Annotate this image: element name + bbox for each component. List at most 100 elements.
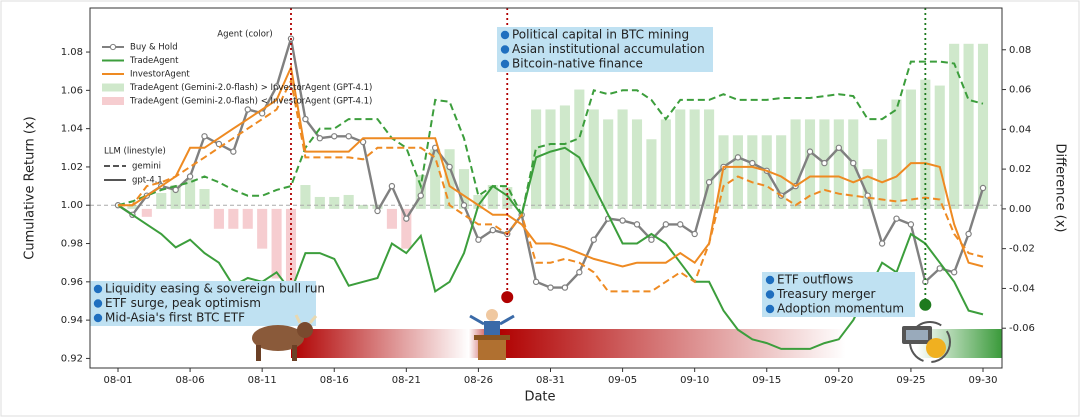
- bar: [487, 185, 498, 209]
- y-tick-label: 0.98: [61, 239, 83, 250]
- event-text: Treasury merger: [776, 287, 875, 301]
- y-tick-label: 1.02: [61, 162, 83, 173]
- event-text: Liquidity easing & sovereign bull run: [105, 282, 325, 296]
- bar: [631, 119, 643, 209]
- bar: [185, 179, 196, 209]
- series-marker: [403, 215, 410, 222]
- series-marker: [417, 192, 424, 199]
- series-marker: [907, 221, 915, 228]
- bar: [977, 43, 989, 209]
- bar: [617, 109, 628, 209]
- series-marker: [273, 83, 280, 90]
- bar: [790, 119, 801, 209]
- y-tick-label: 1.00: [61, 200, 83, 211]
- event-text: Political capital in BTC mining: [512, 28, 689, 42]
- bar: [559, 105, 570, 209]
- y2-tick-label: 0.04: [1009, 124, 1031, 135]
- legend-label: TradeAgent (Gemini-2.0-flash) < Investor…: [129, 97, 372, 107]
- bar: [444, 149, 455, 209]
- y-tick-label: 0.94: [61, 315, 83, 326]
- series-marker: [705, 179, 713, 186]
- series-marker: [979, 184, 987, 192]
- series-marker: [677, 221, 684, 228]
- y2-tick-label: 0.08: [1009, 45, 1031, 56]
- bar: [862, 169, 873, 209]
- y-tick-label: 1.06: [61, 85, 83, 96]
- series-marker: [230, 148, 237, 155]
- series-marker: [331, 133, 338, 140]
- series-marker: [374, 207, 381, 215]
- series-marker: [590, 236, 597, 243]
- series-marker: [821, 159, 828, 167]
- series-marker: [576, 269, 583, 276]
- x-tick-label: 08-06: [176, 375, 205, 386]
- legend-swatch: [102, 83, 124, 92]
- bar: [430, 149, 441, 209]
- series-marker: [662, 221, 670, 228]
- x-axis-label: Date: [524, 390, 555, 405]
- x-tick-label: 09-25: [896, 375, 925, 386]
- legend-label: gemini: [132, 162, 161, 172]
- x-tick-label: 09-30: [968, 375, 997, 386]
- bar: [963, 43, 974, 209]
- bar: [170, 185, 181, 209]
- event-bullet: [93, 313, 103, 323]
- x-tick-label: 08-31: [536, 375, 565, 386]
- series-marker: [532, 278, 540, 286]
- event-text: Adoption momentum: [777, 302, 904, 316]
- series-line: [118, 77, 984, 293]
- legend-label: Buy & Hold: [130, 43, 178, 53]
- bar: [228, 208, 239, 229]
- bar: [776, 135, 787, 209]
- x-tick-label: 09-10: [680, 375, 709, 386]
- y2-tick-label: -0.06: [1009, 323, 1035, 334]
- y-tick-label: 1.08: [61, 47, 83, 58]
- bar: [689, 109, 700, 209]
- series-marker: [460, 202, 468, 209]
- event-box: [90, 281, 316, 326]
- bar: [660, 119, 671, 209]
- bar: [646, 139, 657, 209]
- series-marker: [619, 217, 626, 224]
- bar: [473, 194, 484, 209]
- event-bullet: [765, 290, 775, 299]
- x-tick-label: 08-21: [392, 375, 421, 386]
- legend-label: TradeAgent (Gemini-2.0-flash) > Investor…: [129, 83, 372, 93]
- event-text: Mid-Asia's first BTC ETF: [105, 311, 245, 325]
- bar: [314, 196, 325, 209]
- series-marker: [345, 133, 352, 140]
- event-text: ETF surge, peak optimism: [105, 296, 261, 310]
- bull-icon: [252, 314, 318, 361]
- series-marker: [893, 215, 900, 222]
- legend-label: InvestorAgent: [130, 70, 190, 80]
- y2-tick-label: 0.06: [1009, 85, 1031, 96]
- bar: [905, 89, 916, 209]
- series-marker: [878, 240, 886, 247]
- legend-marker: [109, 43, 117, 51]
- series-marker: [316, 135, 324, 142]
- series-line: [117, 60, 984, 218]
- bar: [213, 208, 224, 229]
- series-marker: [806, 148, 814, 155]
- series-marker: [633, 221, 641, 228]
- bar: [458, 169, 470, 209]
- legend-label: gpt-4.1: [132, 176, 163, 186]
- legend-title: Agent (color): [217, 30, 272, 40]
- series-marker: [965, 230, 972, 238]
- event-text: Bitcoin-native finance: [512, 57, 643, 71]
- bar: [300, 185, 311, 209]
- bar: [804, 119, 816, 209]
- event-bullet: [500, 59, 510, 69]
- series-marker: [215, 140, 223, 148]
- series-marker: [475, 236, 482, 243]
- x-tick-label: 09-20: [824, 375, 853, 386]
- y2-tick-label: -0.04: [1009, 283, 1035, 294]
- bar: [242, 208, 253, 229]
- x-tick-label: 08-26: [464, 375, 493, 386]
- x-tick-label: 09-05: [608, 375, 637, 386]
- bar: [588, 109, 599, 209]
- series-marker: [950, 269, 958, 276]
- plot-frame: [89, 7, 1003, 369]
- bar: [127, 204, 138, 209]
- bar: [199, 188, 210, 209]
